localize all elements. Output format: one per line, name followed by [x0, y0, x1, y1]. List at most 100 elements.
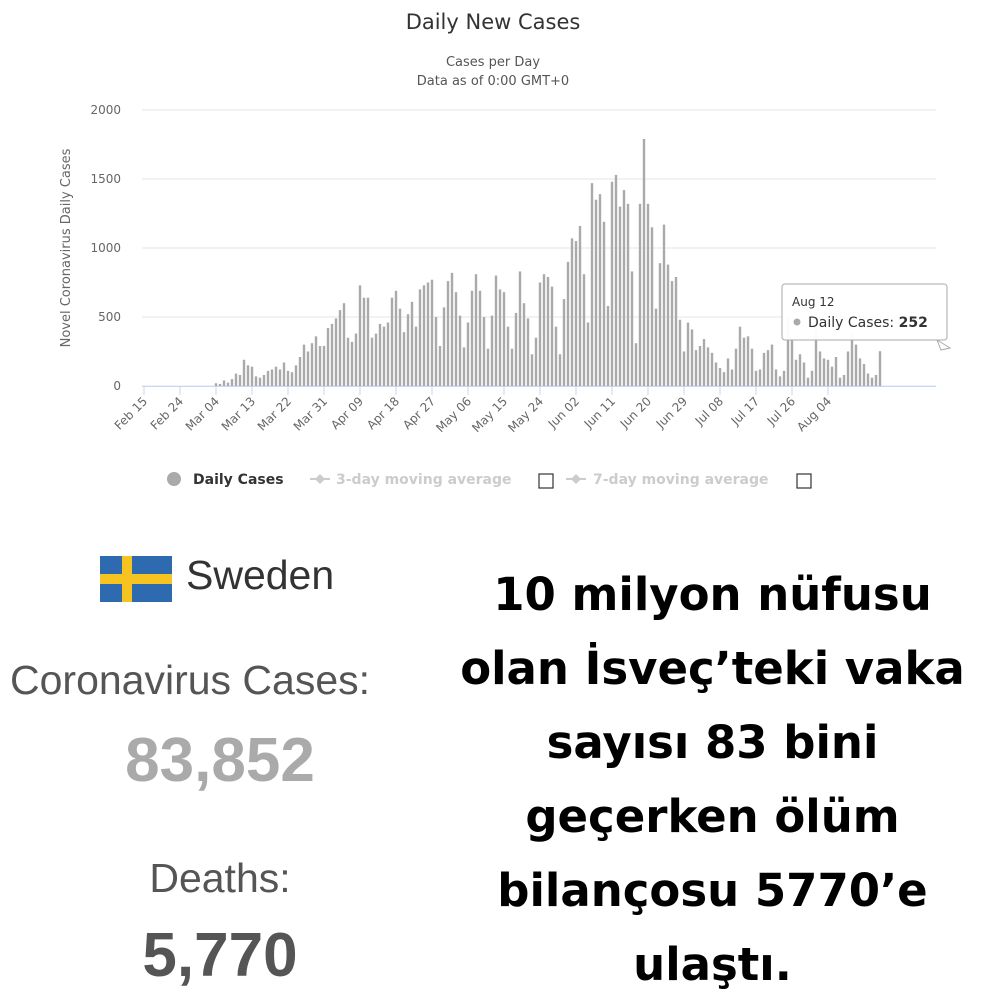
diamond-icon: [571, 474, 581, 484]
bar: [566, 261, 570, 386]
bar: [610, 181, 614, 386]
legend-7day-average[interactable]: 7-day moving average: [566, 472, 769, 488]
bar: [330, 323, 334, 386]
bar: [346, 337, 350, 386]
legend-label-7day-average: 7-day moving average: [593, 472, 769, 488]
bar: [546, 276, 550, 386]
bar: [294, 365, 298, 386]
legend-3day-average[interactable]: 3-day moving average: [310, 472, 512, 488]
bar: [786, 318, 790, 386]
bar: [386, 322, 390, 386]
bar: [690, 329, 694, 386]
bar: [550, 286, 554, 386]
checkbox-3day-average[interactable]: [538, 473, 554, 489]
checkbox-7day-average[interactable]: [796, 473, 812, 489]
bar: [670, 281, 674, 386]
bar: [458, 315, 462, 386]
y-tick-label: 2000: [90, 103, 121, 117]
x-tick-label: Mar 31: [291, 394, 330, 433]
bar: [370, 337, 374, 386]
bar: [338, 310, 342, 386]
bar: [598, 194, 602, 386]
x-tick-label: Jun 11: [581, 394, 618, 431]
deaths-label: Deaths:: [149, 855, 291, 901]
x-tick-label: Apr 27: [400, 394, 438, 432]
bar: [674, 276, 678, 386]
bar: [662, 224, 666, 386]
bar: [718, 368, 722, 386]
x-tick-label: Jun 20: [617, 394, 654, 431]
bar: [502, 292, 506, 386]
bar: [462, 347, 466, 386]
bar: [562, 299, 566, 386]
x-tick-label: Aug 04: [794, 394, 834, 434]
bar: [582, 274, 586, 386]
bar: [486, 348, 490, 386]
bar: [558, 354, 562, 386]
bar: [734, 348, 738, 386]
legend-daily-cases[interactable]: Daily Cases: [167, 472, 284, 488]
bar: [242, 359, 246, 386]
x-tick-label: Jun 29: [653, 394, 690, 431]
bar: [614, 174, 618, 386]
bar: [494, 275, 498, 386]
cases-label: Coronavirus Cases:: [10, 657, 371, 703]
bar: [382, 326, 386, 386]
bar: [590, 183, 594, 386]
bar: [802, 362, 806, 386]
bar: [318, 345, 322, 386]
x-tick-label: Mar 13: [219, 394, 258, 433]
bar: [366, 297, 370, 386]
bar: [730, 369, 734, 386]
bar: [414, 326, 418, 386]
bar: [450, 272, 454, 386]
sweden-flag-icon: [100, 556, 172, 602]
bar: [454, 292, 458, 386]
bar: [646, 203, 650, 386]
bar: [234, 373, 238, 386]
bar: [654, 308, 658, 386]
bar: [266, 370, 270, 386]
bar: [326, 328, 330, 386]
bar: [258, 377, 262, 386]
bar: [862, 363, 866, 386]
bar: [310, 343, 314, 386]
y-tick-label: 0: [113, 379, 121, 393]
bar: [878, 351, 882, 386]
bar: [270, 369, 274, 386]
bar: [658, 263, 662, 386]
bar: [794, 359, 798, 386]
y-axis-label: Novel Coronavirus Daily Cases: [59, 148, 74, 347]
bar: [514, 312, 518, 386]
bar: [838, 377, 842, 386]
bar: [742, 337, 746, 386]
x-tick-label: Mar 22: [255, 394, 294, 433]
bar: [866, 373, 870, 386]
bar: [682, 351, 686, 386]
bar: [286, 370, 290, 386]
bar: [570, 238, 574, 386]
bar: [790, 339, 794, 386]
x-tick-label: Apr 18: [364, 394, 402, 432]
bar: [298, 357, 302, 386]
bar: [430, 279, 434, 386]
bar: [754, 370, 758, 386]
bar: [686, 322, 690, 386]
bar: [394, 290, 398, 386]
bar: [250, 366, 254, 386]
daily-cases-chart: Daily New Cases Cases per Day Data as of…: [59, 10, 952, 489]
caption-text: 10 milyon nüfusu olan İsveç’teki vaka sa…: [440, 558, 985, 1002]
caption-line: 10 milyon nüfusu: [493, 568, 932, 621]
bar: [274, 366, 278, 386]
tooltip-label: Daily Cases:: [808, 315, 894, 331]
x-tick-label: Jun 02: [545, 394, 582, 431]
x-tick-label: Apr 09: [328, 394, 366, 432]
bar: [422, 285, 426, 386]
bar: [362, 297, 366, 386]
bar: [618, 206, 622, 386]
bar: [490, 315, 494, 386]
bar: [666, 264, 670, 386]
bar: [282, 362, 286, 386]
chart-subtitle-2: Data as of 0:00 GMT+0: [417, 74, 569, 89]
